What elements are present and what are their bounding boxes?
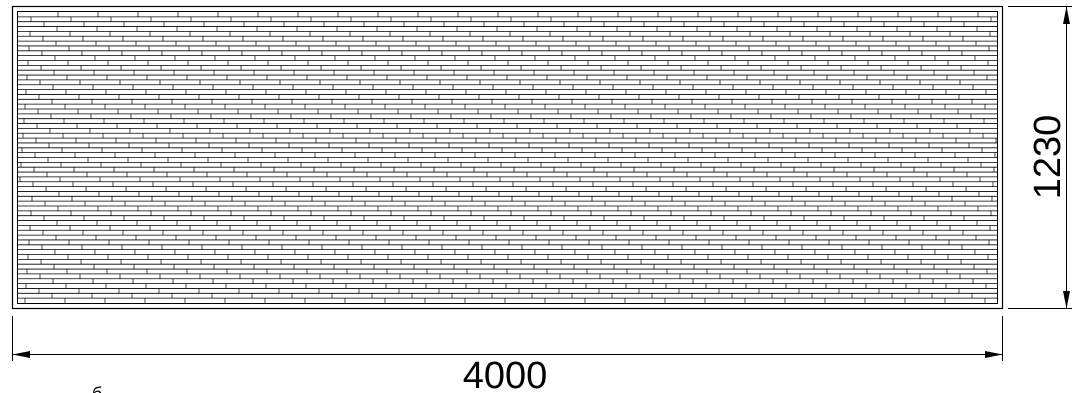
height-dimension: 1230 [1008,6,1072,309]
stray-mark: б [92,384,102,393]
panel-outer-border [11,5,1004,310]
panel [11,5,1004,310]
height-dimension-label: 1230 [1027,115,1069,200]
width-arrow-right [985,351,1003,358]
width-arrow-left [12,351,30,358]
panel-inner-border [17,11,998,304]
width-dimension: 4000 [12,316,1003,393]
brick-hatch-pattern [18,12,997,303]
height-arrow-bottom [1063,291,1070,309]
width-dimension-label: 4000 [463,355,548,393]
height-arrow-top [1063,6,1070,24]
